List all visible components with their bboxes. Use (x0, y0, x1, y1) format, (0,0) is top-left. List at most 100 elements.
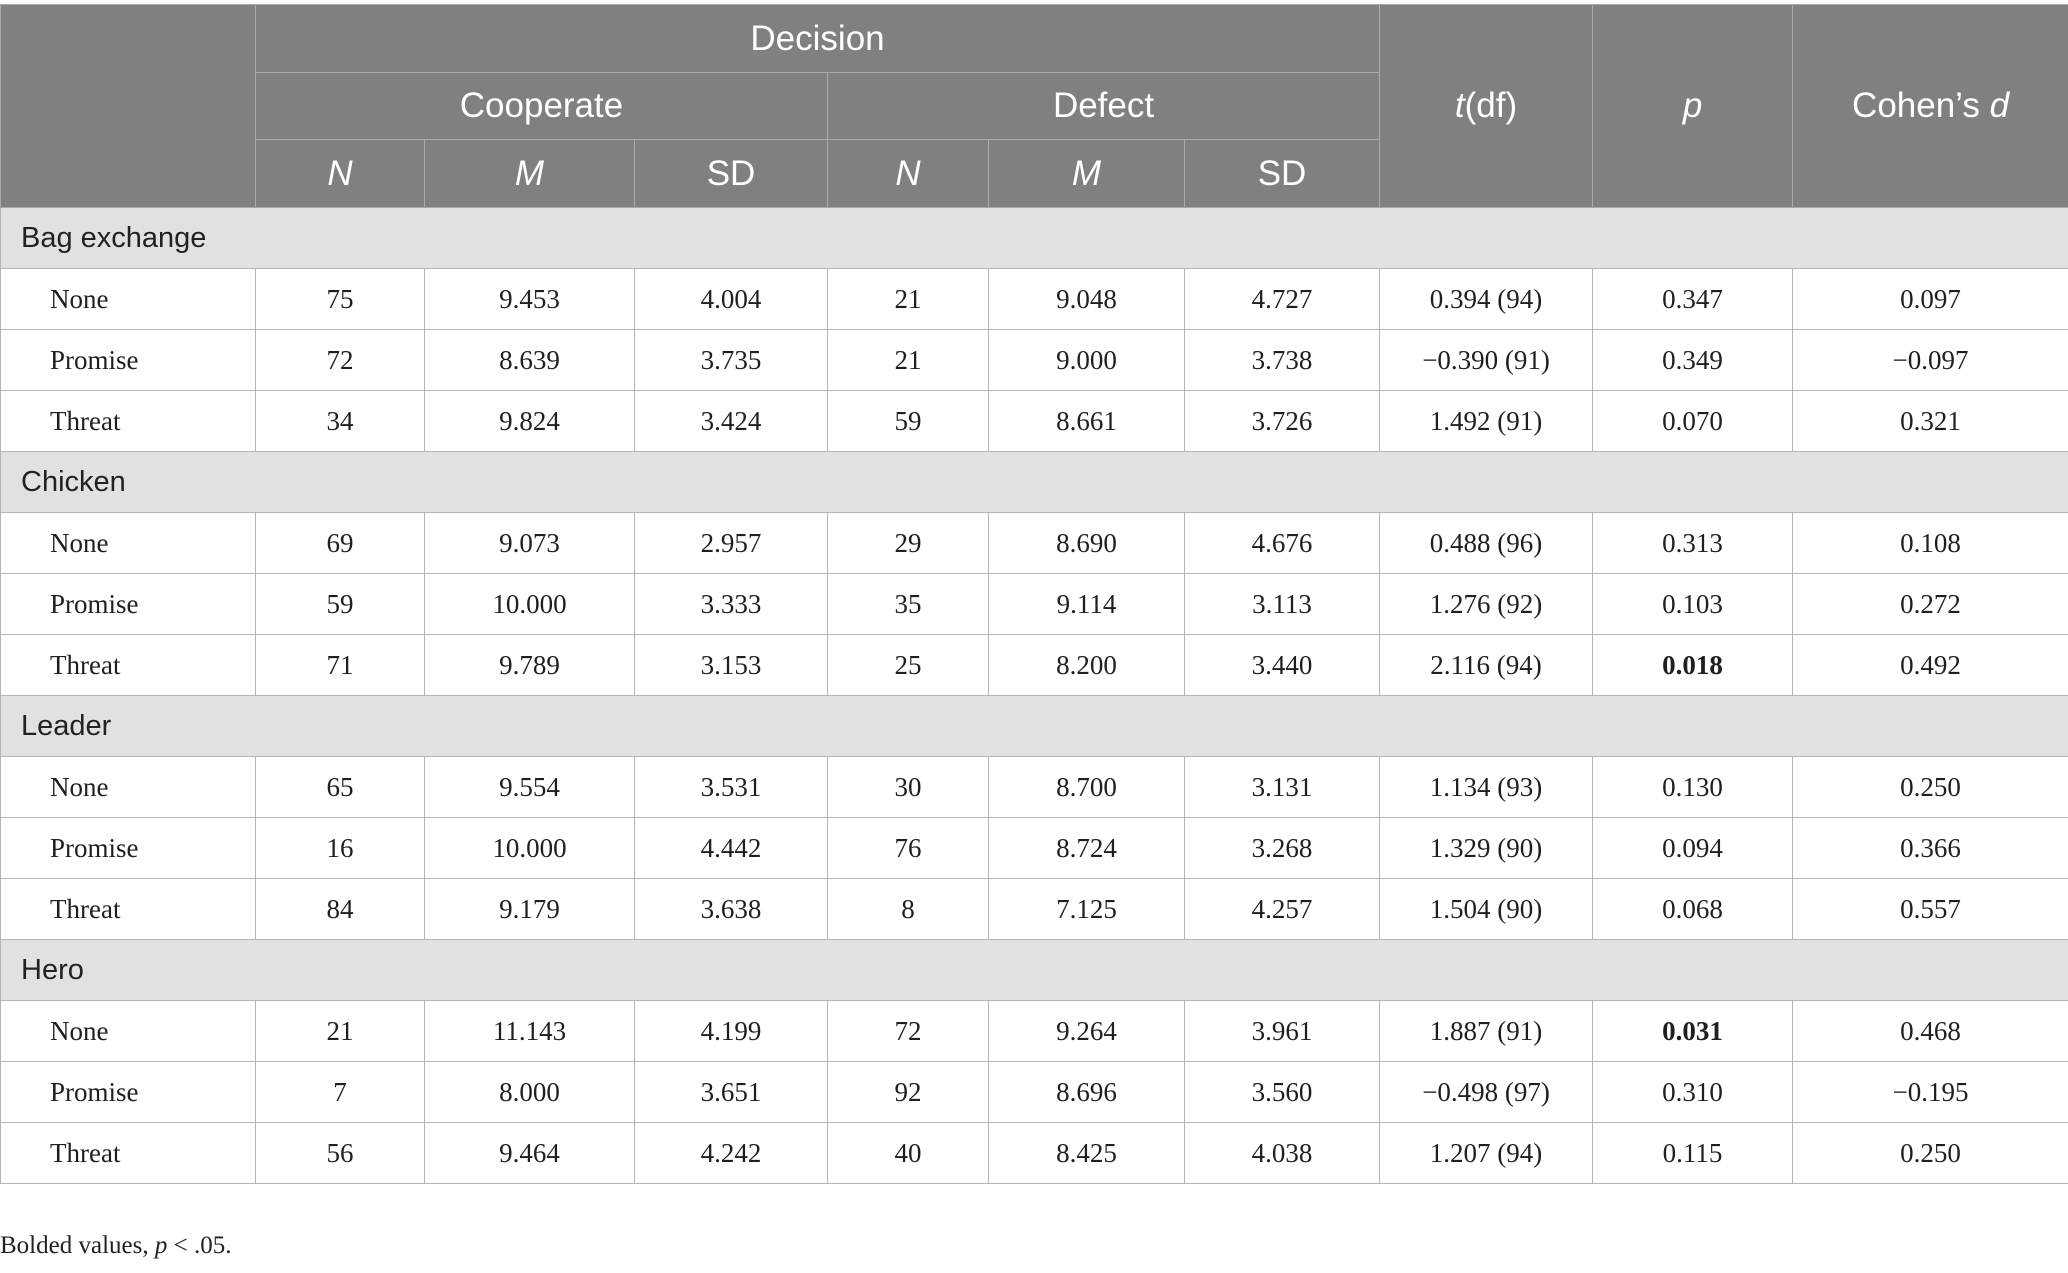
defect-n-cell: 59 (827, 390, 989, 452)
header-coop-m: M (424, 139, 635, 208)
p-value-cell: 0.103 (1592, 573, 1794, 635)
row-label-cell: None (0, 268, 256, 330)
cooperate-m-cell: 8.639 (424, 329, 635, 391)
table-row: None 69 9.073 2.957 29 8.690 4.676 0.488 (96) 0.… (0, 512, 2068, 574)
group-header-row: Bag exchange (0, 207, 2068, 269)
defect-n-cell: 29 (827, 512, 989, 574)
p-value-cell: 0.068 (1592, 878, 1794, 940)
cooperate-m-cell: 9.179 (424, 878, 635, 940)
cohens-d-cell: −0.195 (1792, 1061, 2068, 1123)
header-tdf-rest: (df) (1464, 86, 1518, 125)
p-value-cell: 0.115 (1592, 1122, 1794, 1184)
defect-sd-cell: 4.257 (1183, 878, 1381, 940)
cohens-d-cell: 0.321 (1792, 390, 2068, 452)
cooperate-m-cell: 11.143 (424, 1000, 635, 1062)
row-label-cell: Promise (0, 817, 256, 879)
group-label: Chicken (0, 451, 2068, 513)
cohens-d-cell: 0.366 (1792, 817, 2068, 879)
cooperate-n-cell: 21 (255, 1000, 425, 1062)
defect-m-cell: 8.724 (988, 817, 1185, 879)
group-label: Bag exchange (0, 207, 2068, 269)
defect-sd-cell: 3.131 (1183, 756, 1381, 818)
cohens-d-cell: −0.097 (1792, 329, 2068, 391)
defect-n-cell: 76 (827, 817, 989, 879)
cohens-d-cell: 0.557 (1792, 878, 2068, 940)
cooperate-sd-cell: 3.638 (634, 878, 828, 940)
cooperate-n-cell: 7 (255, 1061, 425, 1123)
t-df-cell: 1.887 (91) (1379, 1000, 1594, 1062)
t-df-cell: −0.498 (97) (1379, 1061, 1594, 1123)
cooperate-m-cell: 9.073 (424, 512, 635, 574)
cohens-d-cell: 0.272 (1792, 573, 2068, 635)
group-header-row: Chicken (0, 451, 2068, 513)
cooperate-n-cell: 59 (255, 573, 425, 635)
cooperate-sd-cell: 3.735 (634, 329, 828, 391)
table-row: Promise 59 10.000 3.333 35 9.114 3.113 1.276 (9… (0, 573, 2068, 635)
p-value-cell: 0.313 (1592, 512, 1794, 574)
header-def-m: M (988, 139, 1185, 208)
cooperate-n-cell: 84 (255, 878, 425, 940)
header-cohens-d-letter: d (1989, 86, 2010, 125)
row-label-cell: Threat (0, 878, 256, 940)
defect-n-cell: 92 (827, 1061, 989, 1123)
defect-m-cell: 9.048 (988, 268, 1185, 330)
table-row: None 21 11.143 4.199 72 9.264 3.961 1.887 (91) 0… (0, 1000, 2068, 1062)
cooperate-m-cell: 10.000 (424, 573, 635, 635)
defect-n-cell: 72 (827, 1000, 989, 1062)
results-table: Decision t(df) p Cohen’s d Cooperate Def… (0, 4, 2068, 1184)
table-row: Threat 84 9.179 3.638 8 7.125 4.257 1.504 (90) 0… (0, 878, 2068, 940)
table-row: Threat 71 9.789 3.153 25 8.200 3.440 2.116 (94)… (0, 634, 2068, 696)
defect-n-cell: 21 (827, 268, 989, 330)
defect-m-cell: 8.661 (988, 390, 1185, 452)
cooperate-n-cell: 34 (255, 390, 425, 452)
defect-m-cell: 8.200 (988, 634, 1185, 696)
group-header-row: Leader (0, 695, 2068, 757)
cohens-d-cell: 0.108 (1792, 512, 2068, 574)
header-defect: Defect (826, 72, 1381, 140)
group-label: Leader (0, 695, 2068, 757)
cohens-d-cell: 0.097 (1792, 268, 2068, 330)
table-row: None 75 9.453 4.004 21 9.048 4.727 0.394 (94) 0.… (0, 268, 2068, 330)
header-p: p (1592, 4, 1794, 208)
row-label-cell: None (0, 756, 256, 818)
t-df-cell: 1.134 (93) (1379, 756, 1594, 818)
row-label-cell: Promise (0, 329, 256, 391)
table-footnote: Bolded values, p < .05. (0, 1232, 231, 1260)
header-coop-n: N (255, 139, 425, 208)
cooperate-m-cell: 8.000 (424, 1061, 635, 1123)
defect-m-cell: 8.425 (988, 1122, 1185, 1184)
defect-sd-cell: 4.038 (1183, 1122, 1381, 1184)
cooperate-sd-cell: 4.199 (634, 1000, 828, 1062)
cooperate-sd-cell: 3.531 (634, 756, 828, 818)
p-value-cell: 0.347 (1592, 268, 1794, 330)
table-row: Threat 34 9.824 3.424 59 8.661 3.726 1.492 (91)… (0, 390, 2068, 452)
row-label-cell: None (0, 512, 256, 574)
footnote-p: p (154, 1232, 168, 1259)
t-df-cell: 1.276 (92) (1379, 573, 1594, 635)
p-value-cell: 0.070 (1592, 390, 1794, 452)
cooperate-n-cell: 56 (255, 1122, 425, 1184)
cohens-d-cell: 0.492 (1792, 634, 2068, 696)
defect-sd-cell: 3.440 (1183, 634, 1381, 696)
defect-sd-cell: 3.726 (1183, 390, 1381, 452)
p-value-cell: 0.018 (1592, 634, 1794, 696)
p-value-cell: 0.094 (1592, 817, 1794, 879)
table-row: Promise 72 8.639 3.735 21 9.000 3.738 −0.390 (9… (0, 329, 2068, 391)
t-df-cell: 2.116 (94) (1379, 634, 1594, 696)
cooperate-sd-cell: 2.957 (634, 512, 828, 574)
cooperate-n-cell: 69 (255, 512, 425, 574)
defect-m-cell: 9.264 (988, 1000, 1185, 1062)
header-decision: Decision (254, 4, 1381, 73)
cooperate-n-cell: 71 (255, 634, 425, 696)
cohens-d-cell: 0.468 (1792, 1000, 2068, 1062)
defect-m-cell: 8.700 (988, 756, 1185, 818)
defect-m-cell: 9.000 (988, 329, 1185, 391)
defect-sd-cell: 3.113 (1183, 573, 1381, 635)
p-value-cell: 0.310 (1592, 1061, 1794, 1123)
t-df-cell: 0.394 (94) (1379, 268, 1594, 330)
defect-sd-cell: 4.676 (1183, 512, 1381, 574)
cooperate-m-cell: 9.824 (424, 390, 635, 452)
header-empty-cell (0, 4, 256, 208)
table-row: Promise 7 8.000 3.651 92 8.696 3.560 −0.498 (97… (0, 1061, 2068, 1123)
cooperate-sd-cell: 4.242 (634, 1122, 828, 1184)
